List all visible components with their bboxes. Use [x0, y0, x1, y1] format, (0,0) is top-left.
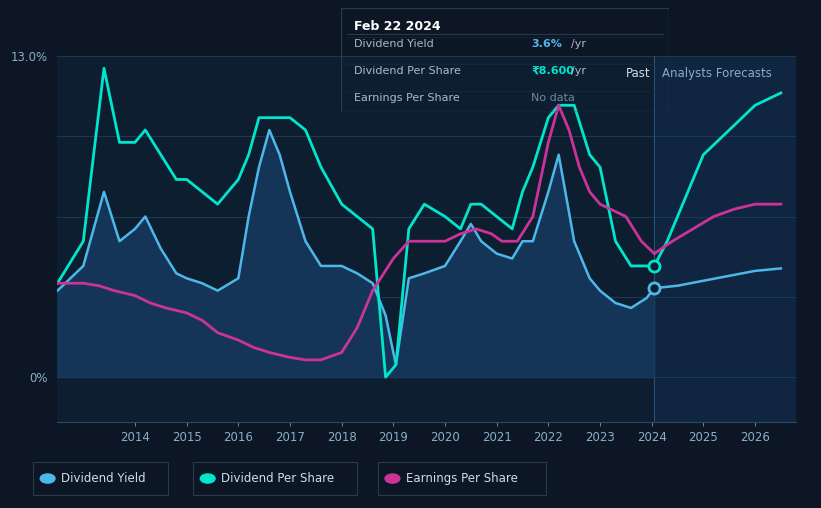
- Text: Feb 22 2024: Feb 22 2024: [354, 20, 441, 33]
- Text: 3.6%: 3.6%: [531, 39, 562, 49]
- Text: Dividend Per Share: Dividend Per Share: [221, 472, 334, 485]
- Text: Dividend Per Share: Dividend Per Share: [354, 66, 461, 76]
- Text: ₹8.600: ₹8.600: [531, 66, 574, 76]
- Text: Analysts Forecasts: Analysts Forecasts: [662, 67, 772, 80]
- Text: Dividend Yield: Dividend Yield: [354, 39, 433, 49]
- Text: /yr: /yr: [571, 39, 585, 49]
- Text: No data: No data: [531, 93, 575, 103]
- Text: Earnings Per Share: Earnings Per Share: [406, 472, 517, 485]
- Bar: [654, 56, 796, 422]
- Text: Earnings Per Share: Earnings Per Share: [354, 93, 460, 103]
- Text: /yr: /yr: [571, 66, 585, 76]
- Text: Past: Past: [626, 67, 650, 80]
- Text: Dividend Yield: Dividend Yield: [61, 472, 145, 485]
